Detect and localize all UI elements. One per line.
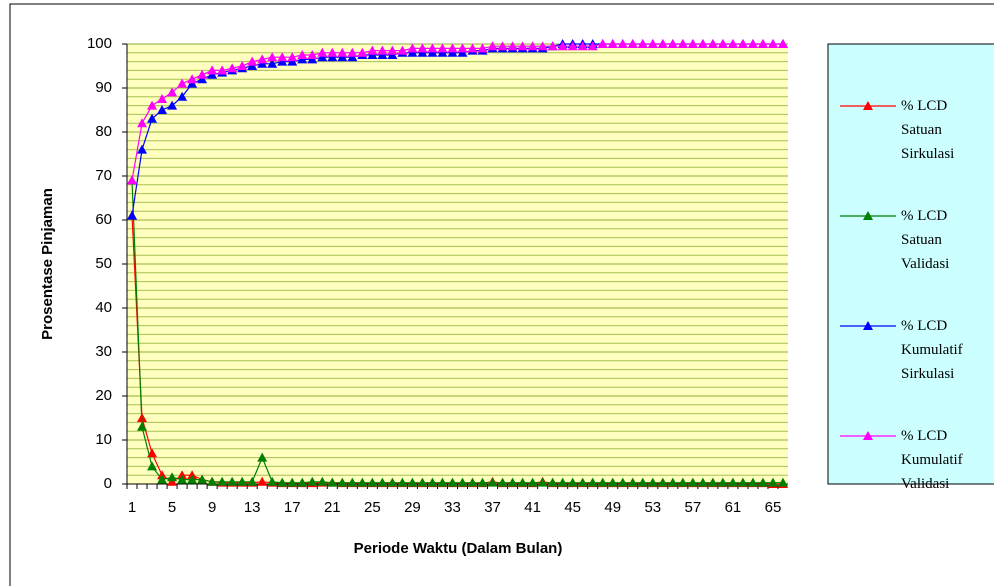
x-tick-label: 61: [725, 499, 742, 516]
x-tick-label: 9: [208, 499, 216, 516]
legend-label: % LCD Satuan Sirkulasi: [901, 94, 989, 166]
y-tick-label: 70: [95, 167, 112, 184]
x-tick-label: 37: [484, 499, 501, 516]
x-tick-label: 5: [168, 499, 176, 516]
x-tick-label: 13: [244, 499, 261, 516]
y-tick-label: 100: [87, 35, 112, 52]
x-tick-label: 45: [564, 499, 581, 516]
chart: Periode Waktu (Dalam Bulan) Prosentase P…: [0, 0, 994, 586]
x-tick-label: 29: [404, 499, 421, 516]
x-tick-label: 25: [364, 499, 381, 516]
y-tick-label: 20: [95, 387, 112, 404]
y-tick-label: 0: [104, 475, 112, 492]
y-tick-label: 50: [95, 255, 112, 272]
x-tick-label: 33: [444, 499, 461, 516]
x-tick-label: 65: [765, 499, 782, 516]
y-tick-label: 60: [95, 211, 112, 228]
legend-label: % LCD Satuan Validasi: [901, 204, 989, 276]
x-tick-label: 53: [644, 499, 661, 516]
x-tick-label: 17: [284, 499, 301, 516]
x-tick-label: 41: [524, 499, 541, 516]
y-tick-label: 30: [95, 343, 112, 360]
y-tick-label: 40: [95, 299, 112, 316]
x-tick-label: 1: [128, 499, 136, 516]
x-tick-label: 57: [685, 499, 702, 516]
x-tick-label: 49: [604, 499, 621, 516]
legend-label: % LCD Kumulatif Sirkulasi: [901, 314, 989, 386]
y-axis-title: Prosentase Pinjaman: [39, 188, 56, 340]
x-axis-title: Periode Waktu (Dalam Bulan): [354, 540, 563, 557]
y-tick-label: 80: [95, 123, 112, 140]
y-tick-label: 10: [95, 431, 112, 448]
y-tick-label: 90: [95, 79, 112, 96]
x-tick-label: 21: [324, 499, 341, 516]
page: Periode Waktu (Dalam Bulan) Prosentase P…: [0, 0, 994, 586]
legend-label: % LCD Kumulatif Validasi: [901, 424, 989, 496]
